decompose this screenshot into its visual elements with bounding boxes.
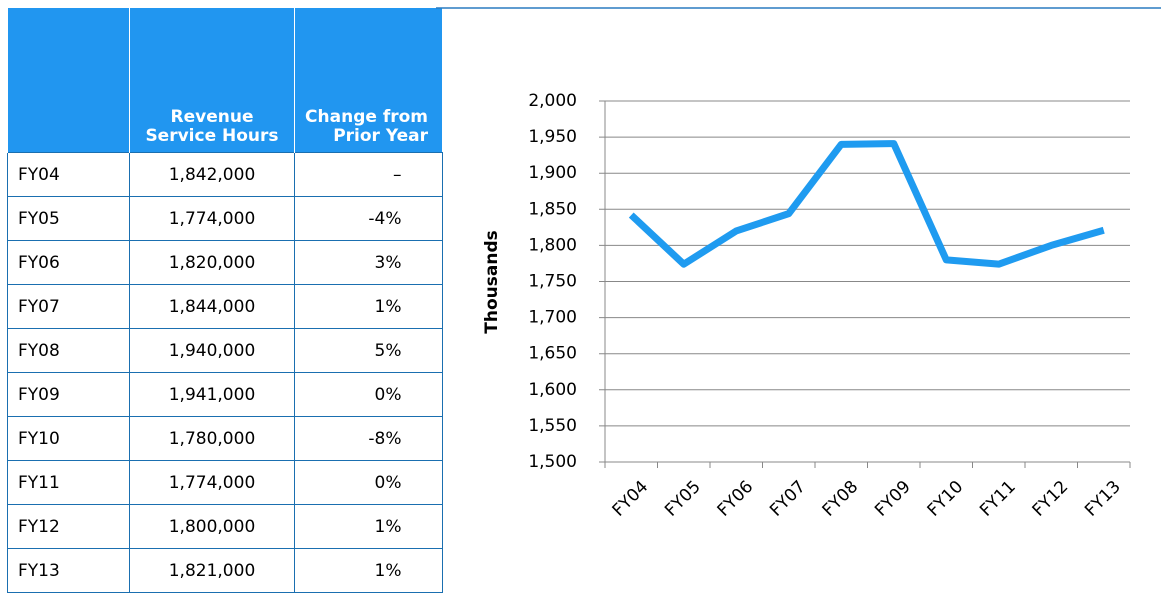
x-tick-label: FY04 (609, 477, 653, 521)
y-tick-label: 1,650 (528, 344, 577, 364)
y-tick-label: 1,850 (528, 199, 577, 219)
x-tick-label: FY11 (976, 477, 1020, 521)
y-tick-label: 2,000 (528, 91, 577, 111)
table-row: FY09 1,941,000 0% (7, 372, 443, 417)
table-cell: 1% (294, 504, 443, 549)
y-tick-label: 1,550 (528, 416, 577, 436)
table-cell: – (294, 152, 443, 197)
y-tick-label: 1,950 (528, 127, 577, 147)
table-cell: 1,780,000 (129, 416, 295, 461)
table-cell: FY11 (7, 460, 130, 505)
x-tick-label: FY12 (1029, 477, 1073, 521)
table-cell: 1% (294, 284, 443, 329)
y-tick-label: 1,600 (528, 380, 577, 400)
table-cell: 1,774,000 (129, 460, 295, 505)
table-cell: 1,842,000 (129, 152, 295, 197)
table-row: FY13 1,821,000 1% (7, 548, 443, 593)
table-cell: 1,800,000 (129, 504, 295, 549)
x-tick-label: FY07 (766, 477, 810, 521)
x-tick-label: FY06 (714, 477, 758, 521)
table-cell: 1,844,000 (129, 284, 295, 329)
table-row: FY07 1,844,000 1% (7, 284, 443, 329)
column-header: Change from Prior Year (294, 8, 442, 153)
y-tick-label: 1,700 (528, 308, 577, 328)
x-tick-label: FY05 (661, 477, 705, 521)
y-tick-label: 1,500 (528, 452, 577, 472)
table-cell: 0% (294, 372, 443, 417)
y-tick-label: 1,900 (528, 163, 577, 183)
table-cell: 1,941,000 (129, 372, 295, 417)
table-cell: FY08 (7, 328, 130, 373)
data-line (628, 140, 1105, 268)
table-cell: -4% (294, 196, 443, 241)
table-cell: FY04 (7, 152, 130, 197)
table-cell: FY07 (7, 284, 130, 329)
table-cell: FY10 (7, 416, 130, 461)
table-cell: FY13 (7, 548, 130, 593)
column-header: Revenue Service Hours (129, 8, 295, 153)
y-axis-label: Thousands (482, 230, 502, 333)
y-tick-label: 1,800 (528, 235, 577, 255)
table-cell: 1% (294, 548, 443, 593)
y-tick-label: 1,750 (528, 272, 577, 292)
x-tick-label: FY13 (1081, 477, 1125, 521)
table-cell: FY05 (7, 196, 130, 241)
table-row: FY06 1,820,000 3% (7, 240, 443, 285)
table-cell: 1,820,000 (129, 240, 295, 285)
corner-cell (7, 8, 130, 153)
table-cell: 1,821,000 (129, 548, 295, 593)
table-cell: 1,774,000 (129, 196, 295, 241)
data-table: Revenue Service Hours Change from Prior … (7, 8, 443, 593)
table-cell: FY09 (7, 372, 130, 417)
table-cell: 5% (294, 328, 443, 373)
x-tick-label: FY10 (924, 477, 968, 521)
table-row: FY10 1,780,000 -8% (7, 416, 443, 461)
table-row: FY11 1,774,000 0% (7, 460, 443, 505)
x-tick-label: FY08 (819, 477, 863, 521)
table-row: FY05 1,774,000 -4% (7, 196, 443, 241)
table-cell: 3% (294, 240, 443, 285)
x-tick-label: FY09 (871, 477, 915, 521)
table-row: FY04 1,842,000– (7, 152, 443, 197)
